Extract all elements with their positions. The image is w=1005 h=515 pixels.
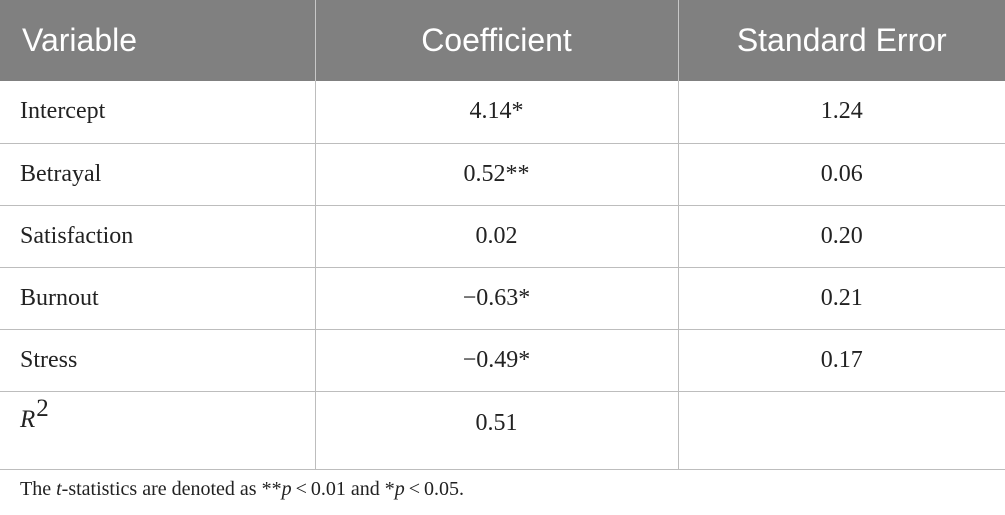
table-row: Burnout −0.63* 0.21: [0, 267, 1005, 330]
cell-r-squared-coefficient: 0.51: [315, 391, 679, 470]
cell-variable: Stress: [0, 329, 316, 392]
table-row-r-squared: R2 0.51: [0, 391, 1005, 470]
table-header-row: Variable Coefficient Standard Error: [0, 0, 1005, 81]
cell-coefficient: 0.52**: [315, 143, 679, 206]
footnote-text: The: [20, 478, 57, 500]
footnote-text: < 0.05.: [404, 478, 465, 500]
cell-coefficient: 0.02: [315, 205, 679, 268]
cell-standard-error: 0.17: [678, 329, 1005, 392]
cell-variable: Betrayal: [0, 143, 316, 206]
footnote-text: < 0.01 and *: [291, 478, 395, 500]
regression-table: Variable Coefficient Standard Error Inte…: [0, 0, 1005, 470]
header-coefficient: Coefficient: [315, 0, 679, 81]
table-row: Stress −0.49* 0.17: [0, 329, 1005, 392]
cell-standard-error: 0.20: [678, 205, 1005, 268]
cell-standard-error: 0.21: [678, 267, 1005, 330]
table-row: Satisfaction 0.02 0.20: [0, 205, 1005, 268]
cell-variable: Satisfaction: [0, 205, 316, 268]
footnote-text: -statistics are denoted as **: [61, 478, 282, 500]
cell-coefficient: −0.63*: [315, 267, 679, 330]
table-footnote: The t-statistics are denoted as **p < 0.…: [20, 478, 464, 501]
table-row: Betrayal 0.52** 0.06: [0, 143, 1005, 206]
cell-coefficient: −0.49*: [315, 329, 679, 392]
footnote-p-symbol: p: [281, 478, 292, 500]
cell-variable: Intercept: [0, 81, 316, 144]
cell-r-squared-label: R2: [0, 391, 316, 470]
footnote-t-symbol: t: [56, 478, 62, 500]
footnote-p-symbol: p: [394, 478, 405, 500]
cell-variable: Burnout: [0, 267, 316, 330]
cell-r-squared-se: [678, 391, 1005, 470]
r-squared-symbol: R: [20, 405, 36, 433]
cell-standard-error: 0.06: [678, 143, 1005, 206]
cell-coefficient: 4.14*: [315, 81, 679, 144]
header-standard-error: Standard Error: [678, 0, 1005, 81]
r-squared-superscript: 2: [36, 394, 49, 422]
header-variable: Variable: [0, 0, 316, 81]
table-row: Intercept 4.14* 1.24: [0, 81, 1005, 144]
cell-standard-error: 1.24: [678, 81, 1005, 144]
